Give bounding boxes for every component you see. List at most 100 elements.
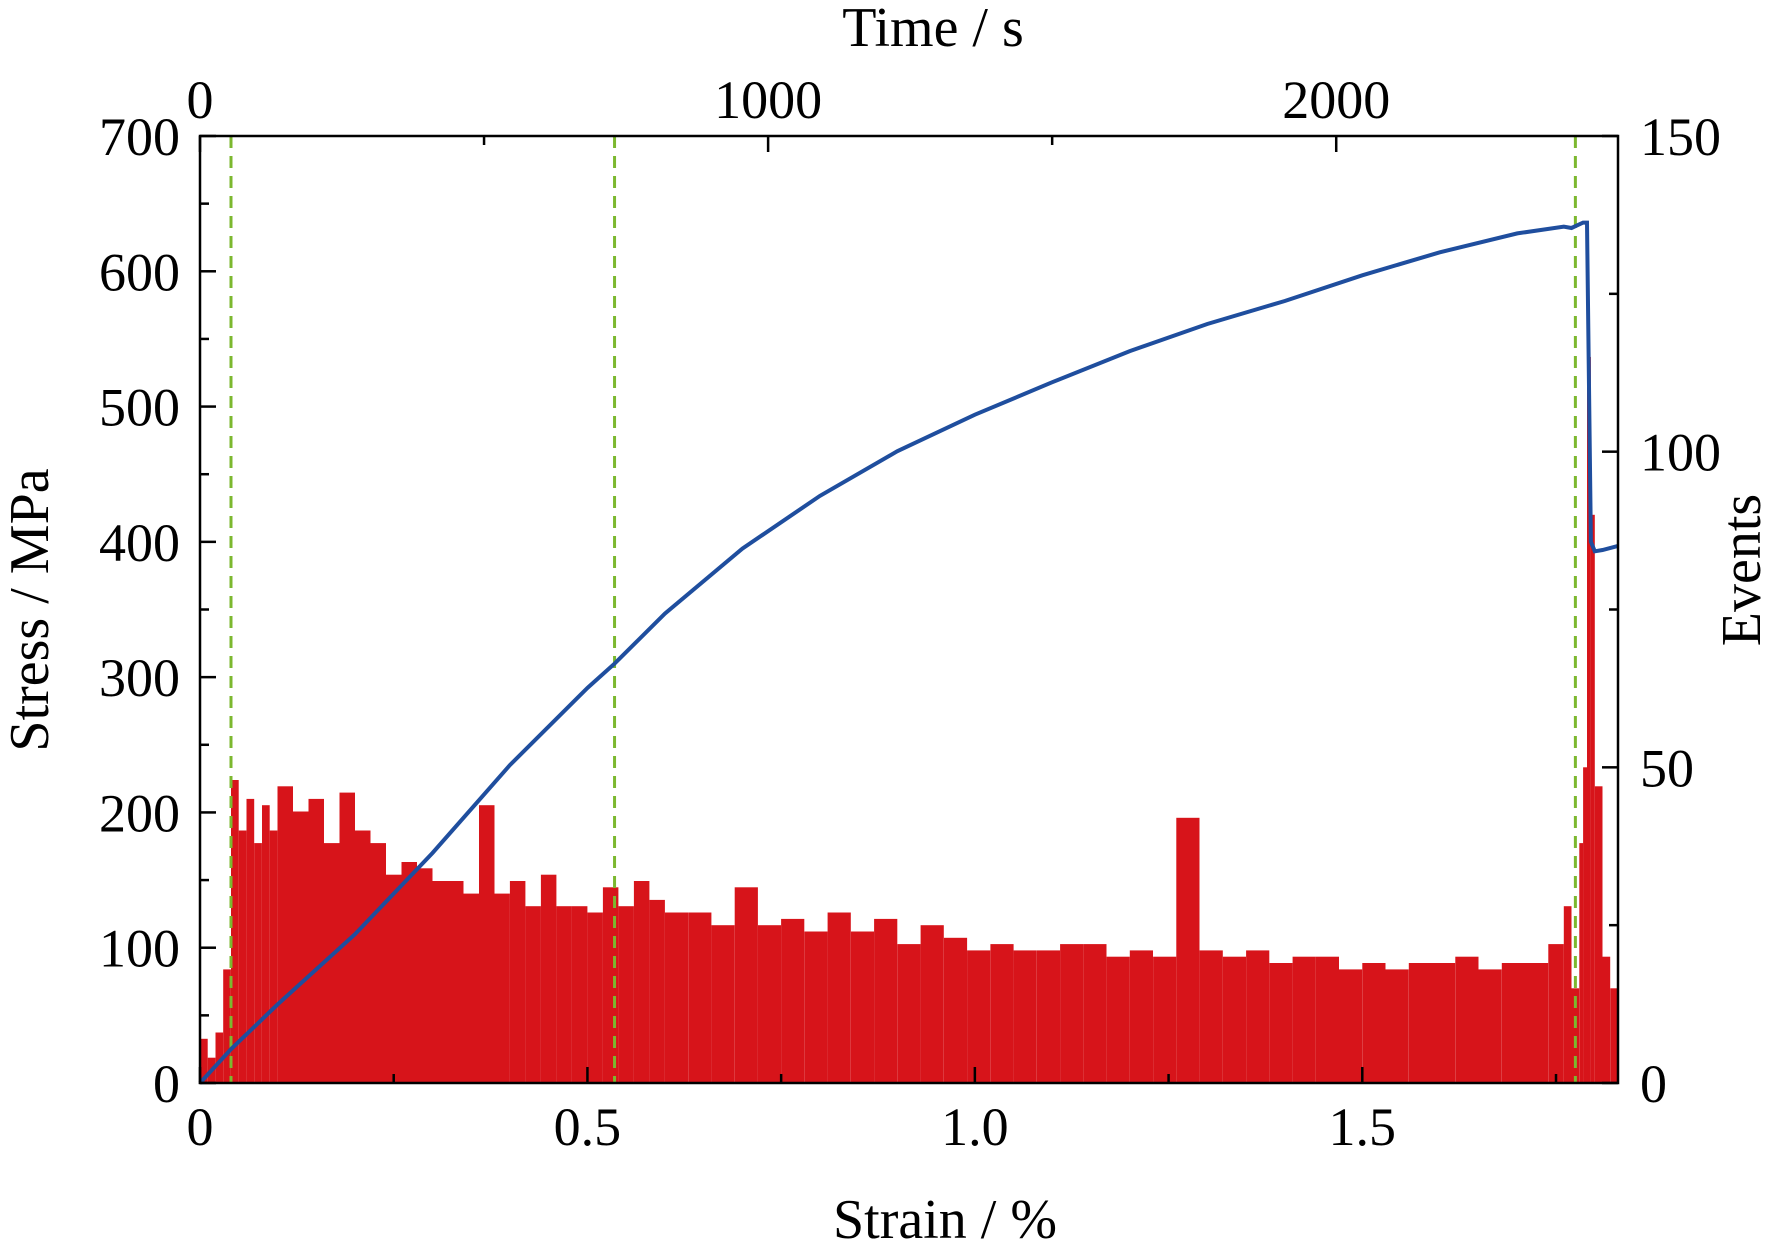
events-bar: [1106, 956, 1130, 1083]
events-bar: [827, 912, 851, 1083]
events-bar: [1583, 767, 1587, 1083]
x2-axis-title: Time / s: [842, 0, 1024, 59]
events-bar: [1579, 843, 1584, 1083]
events-bar: [1548, 944, 1564, 1083]
events-bar: [1594, 786, 1603, 1083]
y-axis-title: Stress / MPa: [0, 468, 61, 751]
events-bar: [1315, 956, 1339, 1083]
events-bar: [1587, 357, 1591, 1083]
events-bar: [734, 887, 758, 1083]
tick-label: 400: [99, 513, 180, 573]
events-bar: [540, 874, 557, 1083]
events-bar: [479, 805, 495, 1083]
events-bar: [1129, 950, 1153, 1083]
events-bar: [238, 830, 247, 1083]
events-bar: [1432, 963, 1456, 1083]
events-bar: [1036, 950, 1061, 1083]
events-bar: [231, 780, 239, 1083]
events-bar: [1339, 969, 1363, 1083]
events-bar: [1362, 963, 1386, 1083]
events-bar: [254, 843, 262, 1083]
events-bar: [711, 925, 735, 1083]
events-bar: [1478, 969, 1502, 1083]
events-bar: [649, 899, 665, 1083]
tick-label: 1000: [714, 70, 822, 130]
events-bar: [1563, 906, 1572, 1083]
events-bar: [1199, 950, 1223, 1083]
tick-label: 150: [1640, 107, 1721, 167]
events-bar: [324, 843, 340, 1083]
tick-label: 700: [99, 107, 180, 167]
tick-label: 500: [99, 378, 180, 438]
events-bar: [215, 1032, 224, 1083]
events-bar: [269, 830, 278, 1083]
events-bar: [308, 798, 324, 1083]
events-bar: [1610, 988, 1618, 1083]
events-bar: [293, 811, 309, 1083]
events-bar: [1153, 956, 1177, 1083]
events-bar: [1590, 514, 1595, 1083]
events-bar: [1222, 956, 1246, 1083]
events-bar: [1455, 956, 1479, 1083]
events-bar: [1602, 956, 1611, 1083]
events-bar: [525, 906, 541, 1083]
events-bar: [355, 830, 371, 1083]
events-bar: [417, 868, 433, 1083]
events-bar: [509, 881, 526, 1083]
tick-label: 0.5: [554, 1097, 622, 1157]
stress-line: [198, 220, 1619, 1085]
tick-label: 2000: [1282, 70, 1390, 130]
events-bar: [1269, 963, 1293, 1083]
events-bar: [386, 874, 402, 1083]
events-bar: [874, 918, 898, 1083]
events-bar: [1525, 963, 1549, 1083]
events-bar: [804, 931, 828, 1083]
tick-label: 0: [187, 70, 214, 130]
events-bars: [200, 357, 1619, 1083]
events-bar: [463, 893, 479, 1083]
tick-label: 600: [99, 242, 180, 302]
events-bar: [246, 798, 255, 1083]
events-bar: [1013, 950, 1037, 1083]
events-bar: [850, 931, 875, 1083]
events-bar: [1060, 944, 1084, 1083]
events-bar: [920, 925, 944, 1083]
events-bar: [1176, 817, 1200, 1083]
tick-label: 0: [153, 1054, 180, 1114]
events-bar: [757, 925, 782, 1083]
tick-label: 50: [1640, 738, 1694, 798]
x-axis-title: Strain / %: [833, 1189, 1057, 1241]
events-bar: [633, 881, 650, 1083]
events-bar: [370, 843, 386, 1083]
events-bar: [1385, 969, 1409, 1083]
events-bar: [432, 881, 448, 1083]
events-bar: [339, 792, 355, 1083]
events-bar: [223, 969, 231, 1083]
events-bar: [967, 950, 991, 1083]
events-bar: [1083, 944, 1107, 1083]
tick-labels: 0 0.5 1.0 1.50 1000 2000010020030040050060070…: [99, 70, 1721, 1157]
events-bar: [494, 893, 510, 1083]
tick-label: 0: [1640, 1054, 1667, 1114]
events-bar: [571, 906, 588, 1083]
tick-label: 1.5: [1329, 1097, 1397, 1157]
events-bar: [781, 918, 805, 1083]
events-bar: [990, 944, 1014, 1083]
stage-marker-lines: [229, 136, 1577, 1083]
events-bar: [277, 786, 293, 1083]
events-bar: [1246, 950, 1270, 1083]
events-bar: [943, 937, 968, 1083]
y2-axis-title: Events: [1711, 494, 1773, 646]
events-bar: [262, 805, 270, 1083]
events-bar: [556, 906, 572, 1083]
tick-label: 100: [1640, 423, 1721, 483]
tick-label: 200: [99, 783, 180, 843]
events-bar: [688, 912, 712, 1083]
events-bar: [401, 862, 417, 1083]
tick-label: 1.0: [941, 1097, 1009, 1157]
tick-label: 0: [187, 1097, 214, 1157]
events-bar: [587, 912, 603, 1083]
tick-label: 300: [99, 648, 180, 708]
tick-label: 100: [99, 919, 180, 979]
